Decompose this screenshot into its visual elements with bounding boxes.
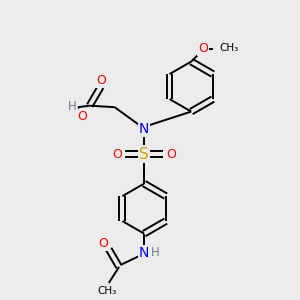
Text: H: H: [68, 100, 76, 113]
Text: H: H: [151, 246, 160, 259]
Text: O: O: [98, 237, 108, 250]
Text: O: O: [77, 110, 87, 123]
Text: O: O: [166, 148, 176, 161]
Text: O: O: [96, 74, 106, 87]
Text: O: O: [198, 42, 208, 55]
Text: CH₃: CH₃: [219, 43, 238, 53]
Text: S: S: [139, 147, 149, 162]
Text: CH₃: CH₃: [98, 286, 117, 296]
Text: N: N: [139, 246, 149, 260]
Text: N: N: [139, 122, 149, 136]
Text: O: O: [112, 148, 122, 161]
